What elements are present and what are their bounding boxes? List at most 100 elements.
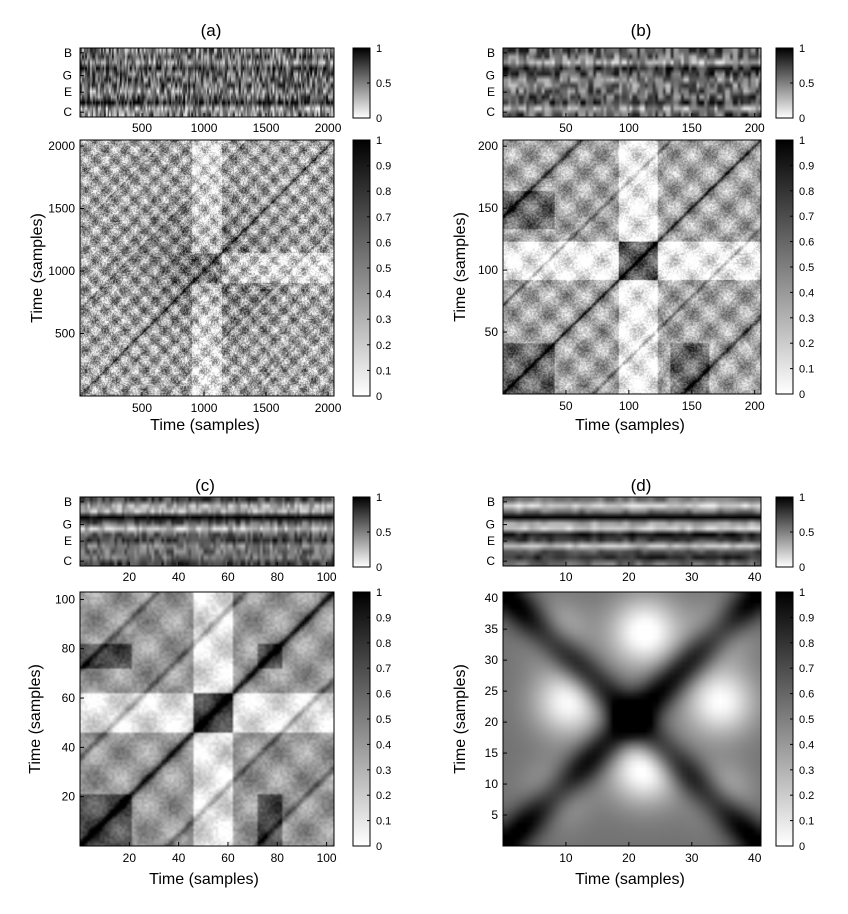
colorbar-tick-label: 1 (376, 135, 382, 147)
colorbar-tick-label: 0.8 (799, 638, 814, 650)
colorbar-tick-label: 0.9 (376, 161, 391, 173)
ssm-image (80, 592, 334, 846)
note-label-B: B (487, 46, 495, 60)
chromagram-xtick-label: 100 (619, 121, 639, 135)
ssm-ytick-label: 40 (62, 740, 76, 754)
x-axis-label: Time (samples) (150, 417, 260, 434)
colorbar-tick-label: 0.6 (376, 689, 391, 701)
note-label-C: C (486, 554, 495, 568)
ssm-frame (79, 591, 335, 847)
note-label-E: E (487, 534, 495, 548)
colorbar-tick-label: 0.2 (799, 338, 814, 350)
ssm-xtick-label: 20 (123, 851, 137, 865)
colorbar-tick-label: 0.6 (799, 689, 814, 701)
ssm-xtick-label: 500 (132, 401, 152, 415)
chromagram-frame (79, 47, 335, 118)
colorbar-tick-label: 0.9 (799, 612, 814, 624)
ssm-ytick-label: 1500 (48, 202, 75, 216)
chromagram-xtick-label: 80 (271, 570, 285, 584)
chromagram-xtick-label: 20 (123, 570, 137, 584)
colorbar-tick-label: 0.4 (376, 289, 391, 301)
x-axis-label: Time (samples) (149, 871, 259, 888)
x-axis-label: Time (samples) (575, 417, 685, 434)
chromagram-xtick-label: 60 (221, 570, 235, 584)
ssm-ytick-label: 20 (62, 790, 76, 804)
ssm-ytick-label: 15 (485, 746, 499, 760)
colorbar-tick-label: 0.9 (376, 612, 391, 624)
colorbar-tick-label: 1 (376, 587, 382, 599)
note-label-E: E (64, 534, 72, 548)
colorbar-tick-label: 0.7 (376, 663, 391, 675)
chromagram-xtick-label: 30 (685, 570, 699, 584)
colorbar-tick-label: 0 (376, 841, 382, 853)
ssm-xtick-label: 10 (559, 851, 573, 865)
ssm-xtick-label: 1000 (191, 401, 218, 415)
colorbar-tick-label: 0.2 (376, 340, 391, 352)
note-label-G: G (63, 518, 72, 532)
colorbar-tick-label: 0.1 (799, 816, 814, 828)
colorbar-tick-label: 0.2 (799, 790, 814, 802)
chromagram-xtick-label: 20 (622, 570, 636, 584)
note-label-E: E (64, 85, 72, 99)
colorbar-tick-label: 0.6 (799, 237, 814, 249)
colorbar-tick-label: 0.5 (799, 262, 814, 274)
colorbar-tick-label: 0.5 (799, 714, 814, 726)
colorbar-tick-label: 0.5 (376, 263, 391, 275)
note-label-C: C (63, 554, 72, 568)
chromagram-image (80, 48, 334, 117)
colorbar-tick-label: 0 (799, 389, 805, 401)
ssm-ytick-label: 20 (485, 715, 499, 729)
note-label-C: C (63, 105, 72, 119)
ssm-ytick-label: 5 (491, 808, 498, 822)
ssm-ytick-label: 1000 (48, 264, 75, 278)
ssm-xtick-label: 200 (745, 399, 765, 413)
chromagram-xtick-label: 40 (748, 570, 762, 584)
colorbar-tick-label: 0.7 (799, 211, 814, 223)
chromagram-xtick-label: 1500 (253, 121, 280, 135)
colorbar-tick-label: 0.8 (799, 186, 814, 198)
ssm-ytick-label: 30 (485, 653, 499, 667)
colorbar-tick-label: 0.3 (799, 765, 814, 777)
colorbar-tick-label: 0.4 (799, 287, 814, 299)
colorbar-tick-label: 0.4 (799, 739, 814, 751)
colorbar-tick-label: 0 (376, 113, 382, 125)
ssm-ytick-label: 200 (478, 139, 498, 153)
chromagram-xtick-label: 10 (559, 570, 573, 584)
colorbar-tick-label: 1 (799, 587, 805, 599)
colorbar-tick-label: 0.5 (799, 78, 814, 90)
chromagram-xtick-label: 200 (745, 121, 765, 135)
colorbar-tick-label: 0.8 (376, 638, 391, 650)
colorbar-tick-label: 0 (376, 391, 382, 403)
ssm-ytick-label: 80 (62, 642, 76, 656)
ssm-ytick-label: 10 (485, 777, 499, 791)
panel-1 (502, 47, 794, 395)
colorbar-tick-label: 0.6 (376, 237, 391, 249)
chromagram-xtick-label: 2000 (315, 121, 342, 135)
note-label-B: B (64, 495, 72, 509)
ssm-ytick-label: 2000 (48, 139, 75, 153)
ssm-frame (502, 139, 762, 395)
panel-title: (d) (631, 476, 652, 495)
panel-3 (502, 496, 794, 847)
chromagram-frame (502, 496, 762, 567)
chromagram-xtick-label: 500 (132, 121, 152, 135)
ssm-xtick-label: 40 (748, 851, 762, 865)
ssm-xtick-label: 150 (682, 399, 702, 413)
ssm-ytick-label: 150 (478, 201, 498, 215)
ssm-xtick-label: 100 (619, 399, 639, 413)
colorbar-tick-label: 0.3 (376, 314, 391, 326)
ssm-xtick-label: 1500 (253, 401, 280, 415)
colorbar-tick-label: 0 (799, 841, 805, 853)
ssm-image (503, 140, 761, 394)
note-label-B: B (487, 495, 495, 509)
ssm-xtick-label: 80 (271, 851, 285, 865)
colorbar-tick-label: 0.4 (376, 739, 391, 751)
colorbar-tick-label: 0.5 (376, 714, 391, 726)
chromagram-xtick-label: 40 (172, 570, 186, 584)
colorbar-tick-label: 1 (376, 492, 382, 504)
ssm-ytick-label: 500 (55, 327, 75, 341)
colorbar-tick-label: 0.5 (376, 78, 391, 90)
y-axis-label: Time (samples) (452, 212, 469, 322)
